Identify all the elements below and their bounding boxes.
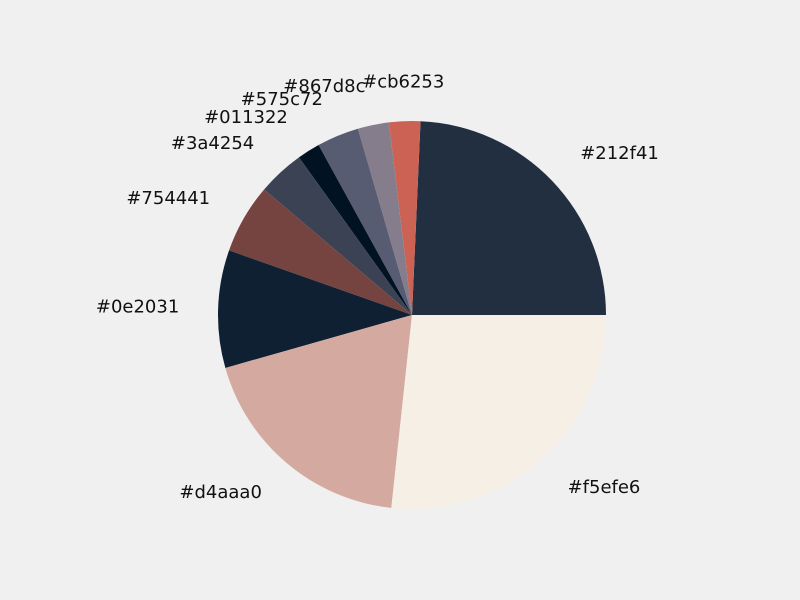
pie-slice-cb6253: [388, 121, 421, 315]
pie-slice-3a4254: [264, 157, 412, 315]
slice-label-f5efe6: #f5efe6: [568, 477, 641, 498]
slice-label-3a4254: #3a4254: [171, 133, 254, 154]
pie-slice-754441: [229, 189, 412, 315]
slice-label-cb6253: #cb6253: [362, 71, 444, 92]
labels-group: #212f41 #cb6253#867d8c#575c72#011322 #3a42…: [96, 71, 659, 503]
slice-label-0e2031: #0e2031: [96, 297, 179, 318]
slice-label-575c72: #575c72: [241, 89, 323, 110]
slices-group: [218, 121, 606, 509]
pie-slice-0e2031: [218, 250, 412, 368]
pie-slice-867d8c: [357, 122, 412, 315]
slice-label-867d8c: #867d8c: [283, 76, 365, 97]
slice-label-754441: #754441: [126, 188, 210, 209]
pie-slice-d4aaa0: [225, 315, 412, 508]
slice-label-212f41: #212f41: [580, 143, 659, 164]
slice-label-d4aaa0: #d4aaa0: [179, 482, 262, 503]
pie-slice-212f41: [412, 121, 606, 315]
pie-slice-f5efe6: [391, 315, 606, 509]
pie-slice-011322: [298, 145, 412, 315]
slice-label-011322: #011322: [204, 107, 288, 128]
pie-slice-575c72: [318, 128, 412, 315]
